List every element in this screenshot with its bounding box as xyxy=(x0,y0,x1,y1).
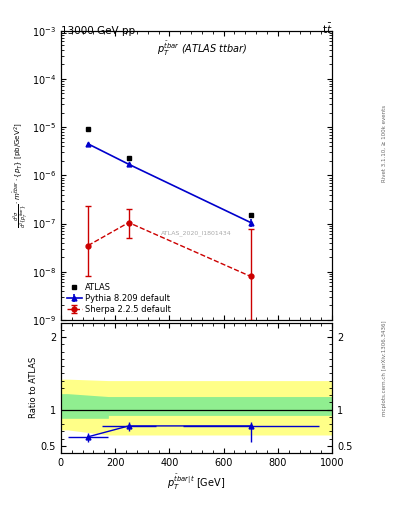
X-axis label: $p^{\bar{t}bar|t}_T$ [GeV]: $p^{\bar{t}bar|t}_T$ [GeV] xyxy=(167,472,226,492)
Text: $p_T^{\bar{t}bar}$ (ATLAS ttbar): $p_T^{\bar{t}bar}$ (ATLAS ttbar) xyxy=(157,39,247,58)
Text: 13000 GeV pp: 13000 GeV pp xyxy=(61,26,135,36)
Text: t$\bar{t}$: t$\bar{t}$ xyxy=(321,22,332,36)
Text: ATLAS_2020_I1801434: ATLAS_2020_I1801434 xyxy=(161,230,232,236)
Text: mcplots.cern.ch [arXiv:1306.3436]: mcplots.cern.ch [arXiv:1306.3436] xyxy=(382,321,387,416)
Legend: ATLAS, Pythia 8.209 default, Sherpa 2.2.5 default: ATLAS, Pythia 8.209 default, Sherpa 2.2.… xyxy=(65,281,173,316)
Text: Rivet 3.1.10, ≥ 100k events: Rivet 3.1.10, ≥ 100k events xyxy=(382,105,387,182)
Y-axis label: $\frac{d^2\sigma}{d^2\{p_T^{\bar{t}bar}\}} \cdot m^{\bar{t}bar} \cdot \{p_T\}$ [: $\frac{d^2\sigma}{d^2\{p_T^{\bar{t}bar}\… xyxy=(12,122,31,228)
Y-axis label: Ratio to ATLAS: Ratio to ATLAS xyxy=(29,357,38,418)
